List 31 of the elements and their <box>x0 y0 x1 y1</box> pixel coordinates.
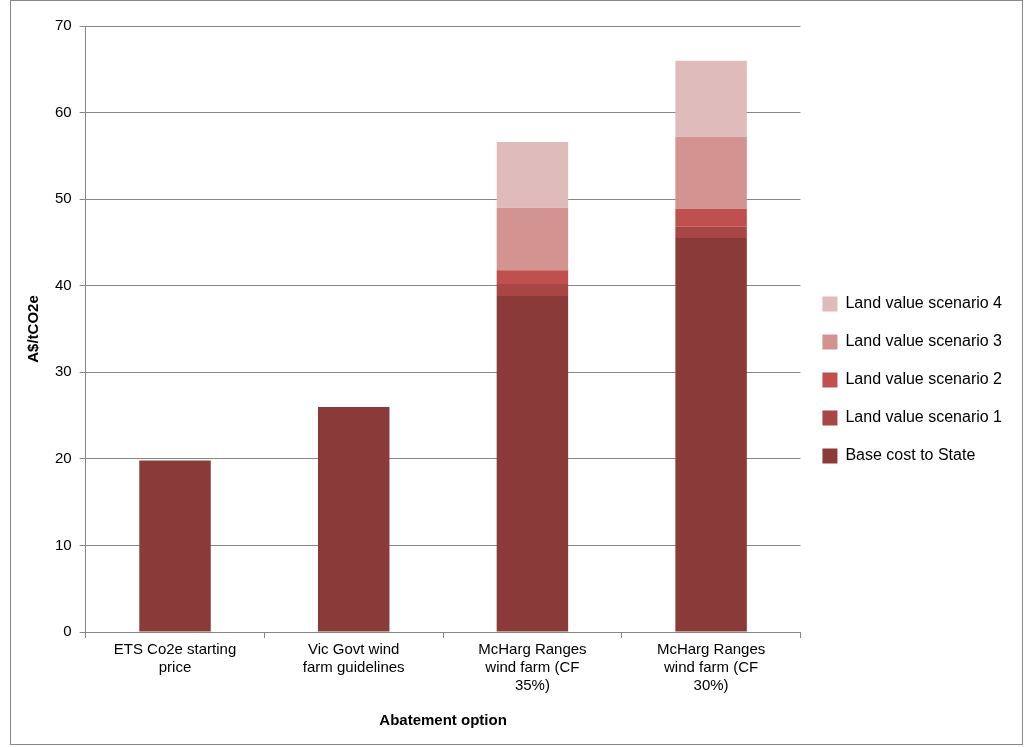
y-tick-label: 70 <box>55 16 72 34</box>
x-tick-label: McHarg Ranges wind farm (CF 35%) <box>478 640 587 694</box>
x-axis-title: Abatement option <box>379 711 507 729</box>
y-tick-label: 20 <box>55 449 72 466</box>
y-tick-label: 30 <box>55 362 72 380</box>
bar <box>675 226 747 239</box>
bar <box>675 208 747 227</box>
y-axis-title: A$/tCO2e <box>24 295 42 363</box>
x-tick-label: McHarg Ranges wind farm (CF 30%) <box>656 640 766 694</box>
legend-label: Land value scenario 4 <box>845 294 1003 312</box>
y-tick-label: 50 <box>55 189 72 207</box>
legend-label: Land value scenario 2 <box>845 370 1003 388</box>
legend-label: Land value scenario 3 <box>845 332 1003 350</box>
bar <box>675 238 747 632</box>
y-tick-label: 60 <box>55 102 72 120</box>
y-tick-label: 40 <box>55 275 72 293</box>
bar <box>139 460 211 632</box>
bar <box>496 296 569 632</box>
x-tick-label: Vic Govt wind farm guidelines <box>302 640 405 676</box>
bar <box>496 142 569 208</box>
legend-label: Land value scenario 1 <box>845 408 1003 426</box>
bar <box>675 60 747 137</box>
bar <box>675 136 747 209</box>
y-tick-label: 0 <box>63 622 72 640</box>
legend-label: Base cost to State <box>845 446 976 464</box>
y-tick-label: 10 <box>55 535 72 553</box>
bar <box>317 406 390 632</box>
bar <box>496 270 569 284</box>
bar <box>496 207 569 271</box>
x-tick-label: ETS Co2e starting price <box>113 640 237 676</box>
bar <box>496 283 569 297</box>
